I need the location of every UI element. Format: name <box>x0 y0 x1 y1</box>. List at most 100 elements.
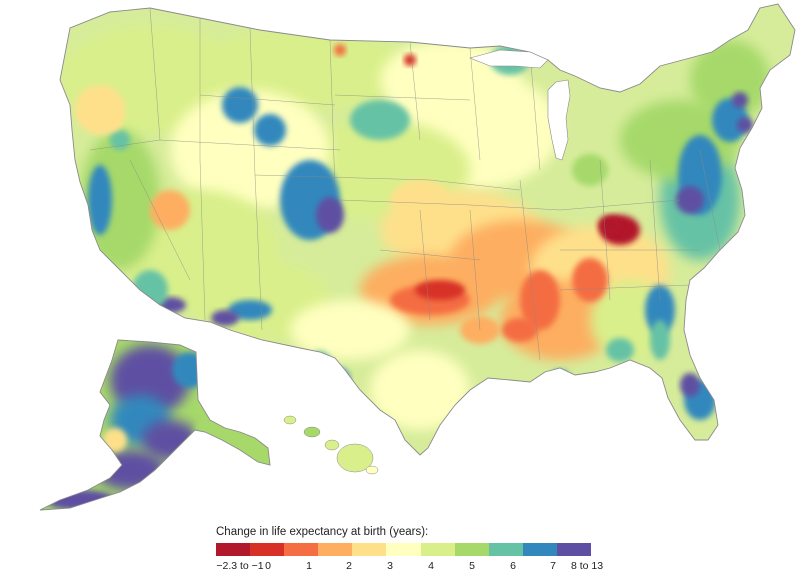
contiguous-us <box>59 3 796 456</box>
legend-swatch <box>284 543 319 556</box>
county-cluster <box>222 87 258 123</box>
county-cluster <box>254 114 286 146</box>
legend-swatch <box>250 543 285 556</box>
legend-swatch <box>522 543 557 556</box>
county-cluster <box>550 370 570 390</box>
state-border-line <box>254 174 431 181</box>
legend-tick-labels: −2.3 to −1 0 1 2 3 4 5 6 7 8 to 13 <box>216 560 603 572</box>
map-svg <box>39 3 796 511</box>
state-border-line <box>599 159 611 301</box>
county-cluster <box>132 270 168 310</box>
legend-tick-label: 8 to 13 <box>570 560 604 572</box>
county-cluster <box>350 100 410 140</box>
county-cluster <box>732 92 748 108</box>
state-border-line <box>529 51 541 171</box>
state-border-line <box>379 249 481 261</box>
alaska-color-field <box>45 345 245 510</box>
county-cluster <box>195 415 245 445</box>
legend-tick-label: 3 <box>387 560 393 572</box>
state-border-line <box>254 174 263 331</box>
legend-tick-label: 5 <box>469 560 475 572</box>
county-cluster <box>650 320 670 360</box>
county-cluster <box>598 215 622 235</box>
county-cluster <box>572 258 608 302</box>
state-border-line <box>469 204 561 211</box>
county-cluster <box>390 180 450 220</box>
hawaii <box>283 415 379 475</box>
legend-title: Change in life expectancy at birth (year… <box>216 526 429 538</box>
county-cluster <box>172 352 208 388</box>
state-border-line <box>334 94 471 101</box>
hawaii-island <box>324 439 340 451</box>
county-cluster <box>88 165 112 235</box>
state-border-line <box>329 39 336 191</box>
state-border-line <box>699 149 721 251</box>
county-cluster <box>103 428 127 452</box>
county-cluster <box>680 373 700 397</box>
lake-michigan <box>547 79 571 161</box>
legend-tick-label: 4 <box>428 560 434 572</box>
state-border-line <box>199 159 206 321</box>
legend-swatch <box>556 543 592 556</box>
alaska-outline <box>39 339 271 511</box>
contiguous-us-outline <box>59 3 796 456</box>
legend-swatch <box>216 543 251 556</box>
state-borders <box>89 7 721 361</box>
legend-tick-label: 7 <box>550 560 556 572</box>
county-cluster <box>334 44 346 56</box>
legend-tick-label: 1 <box>306 560 312 572</box>
state-border-line <box>469 47 481 161</box>
county-cluster <box>290 300 410 360</box>
state-border-line <box>159 139 341 151</box>
county-cluster <box>520 270 560 330</box>
legend-tick-label: −2.3 to −1 <box>216 560 264 572</box>
state-border-line <box>559 199 681 211</box>
county-cluster <box>502 318 538 342</box>
county-cluster <box>330 368 350 392</box>
county-cluster <box>606 338 634 362</box>
alaska <box>39 339 271 511</box>
state-border-line <box>559 284 691 291</box>
hawaii-island <box>365 465 379 475</box>
county-cluster <box>370 350 470 430</box>
state-border-line <box>339 199 471 206</box>
county-cluster <box>316 197 344 233</box>
county-cluster <box>737 117 753 133</box>
county-cluster <box>150 190 190 230</box>
state-border-line <box>429 179 521 191</box>
legend-swatch <box>488 543 523 556</box>
county-cluster <box>415 280 465 300</box>
legend-tick-label: 6 <box>510 560 516 572</box>
us-county-map <box>39 3 796 511</box>
county-cluster <box>404 54 416 66</box>
state-border-line <box>419 209 431 321</box>
county-cluster <box>572 154 608 186</box>
county-color-field <box>60 25 770 430</box>
state-border-line <box>519 179 541 361</box>
hawaii-island <box>336 443 374 473</box>
legend-swatch <box>318 543 353 556</box>
state-border-line <box>409 41 421 141</box>
county-cluster <box>712 98 748 142</box>
state-border-line <box>199 94 336 106</box>
lake-superior <box>469 49 549 69</box>
hawaii-island <box>303 426 321 438</box>
state-border-line <box>249 27 256 176</box>
legend-swatch <box>454 543 489 556</box>
legend-swatch <box>420 543 455 556</box>
county-cluster <box>98 108 122 132</box>
county-cluster <box>211 310 239 326</box>
county-cluster <box>676 186 704 214</box>
state-border-line <box>649 159 661 301</box>
legend-tick-label: 0 <box>265 560 271 572</box>
county-cluster <box>690 40 770 120</box>
legend-swatch <box>386 543 421 556</box>
legend-color-bar <box>216 543 592 556</box>
state-border-line <box>129 159 191 281</box>
county-cluster <box>110 130 130 150</box>
map-legend: Change in life expectancy at birth (year… <box>208 526 603 572</box>
legend-tick-label: 2 <box>346 560 352 572</box>
county-cluster <box>645 285 675 335</box>
state-border-line <box>469 209 481 331</box>
legend-swatch <box>352 543 387 556</box>
